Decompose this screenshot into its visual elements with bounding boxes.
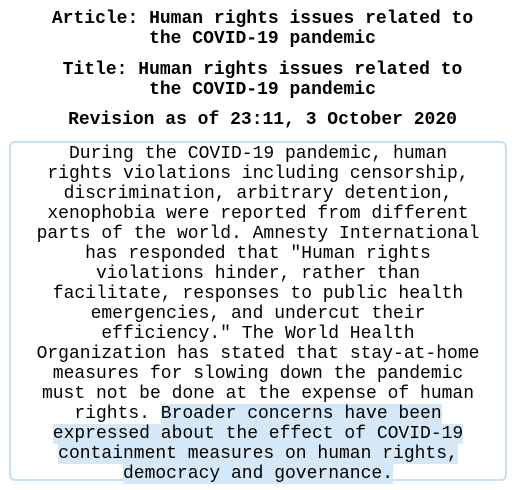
title-heading-line-2: the COVID-19 pandemic (149, 80, 376, 100)
paragraph-line: must not be done at the expense of human (41, 384, 475, 404)
paragraph-line: facilitate, responses to public health (52, 284, 464, 304)
highlighted-text-segment: democracy and governance. (122, 464, 394, 484)
highlighted-text-segment: containment measures on human rights, (58, 444, 458, 464)
paragraph-line: has responded that "Human rights (85, 244, 431, 264)
paragraph-line-mixed: rights. Broader concerns have been (11, 404, 505, 424)
article-heading: Article: Human rights issues related to … (0, 9, 525, 49)
article-heading-line-1: Article: Human rights issues related to (51, 9, 474, 29)
paragraph-line: Organization has stated that stay-at-hom… (36, 344, 480, 364)
paragraph-line: emergencies, and undercut their (90, 304, 426, 324)
paragraph-line: discrimination, arbitrary detention, (63, 184, 453, 204)
article-heading-line-2: the COVID-19 pandemic (149, 29, 376, 49)
paragraph-line: During the COVID-19 pandemic, human (68, 144, 448, 164)
plain-text-segment: rights. (74, 404, 161, 424)
highlighted-text-segment: expressed about the effect of COVID-19 (52, 424, 464, 444)
highlighted-line: democracy and governance. (11, 464, 505, 484)
article-text-box: During the COVID-19 pandemic, human righ… (9, 141, 507, 484)
title-heading-line-1: Title: Human rights issues related to (62, 60, 463, 80)
highlighted-line: expressed about the effect of COVID-19 (11, 424, 505, 444)
highlighted-line: containment measures on human rights, (11, 444, 505, 464)
revision-heading: Revision as of 23:11, 3 October 2020 (68, 110, 457, 130)
paragraph-line: rights violations including censorship, (47, 164, 469, 184)
paragraph-line: measures for slowing down the pandemic (52, 364, 464, 384)
article-paragraph: During the COVID-19 pandemic, human righ… (11, 144, 505, 484)
paragraph-line: parts of the world. Amnesty Internationa… (36, 224, 480, 244)
paragraph-line: violations hinder, rather than (95, 264, 421, 284)
paragraph-line: efficiency." The World Health (101, 324, 415, 344)
paragraph-line: xenophobia were reported from different (47, 204, 469, 224)
highlighted-text-segment: Broader concerns have been (160, 404, 442, 424)
title-heading: Title: Human rights issues related to th… (0, 60, 525, 100)
